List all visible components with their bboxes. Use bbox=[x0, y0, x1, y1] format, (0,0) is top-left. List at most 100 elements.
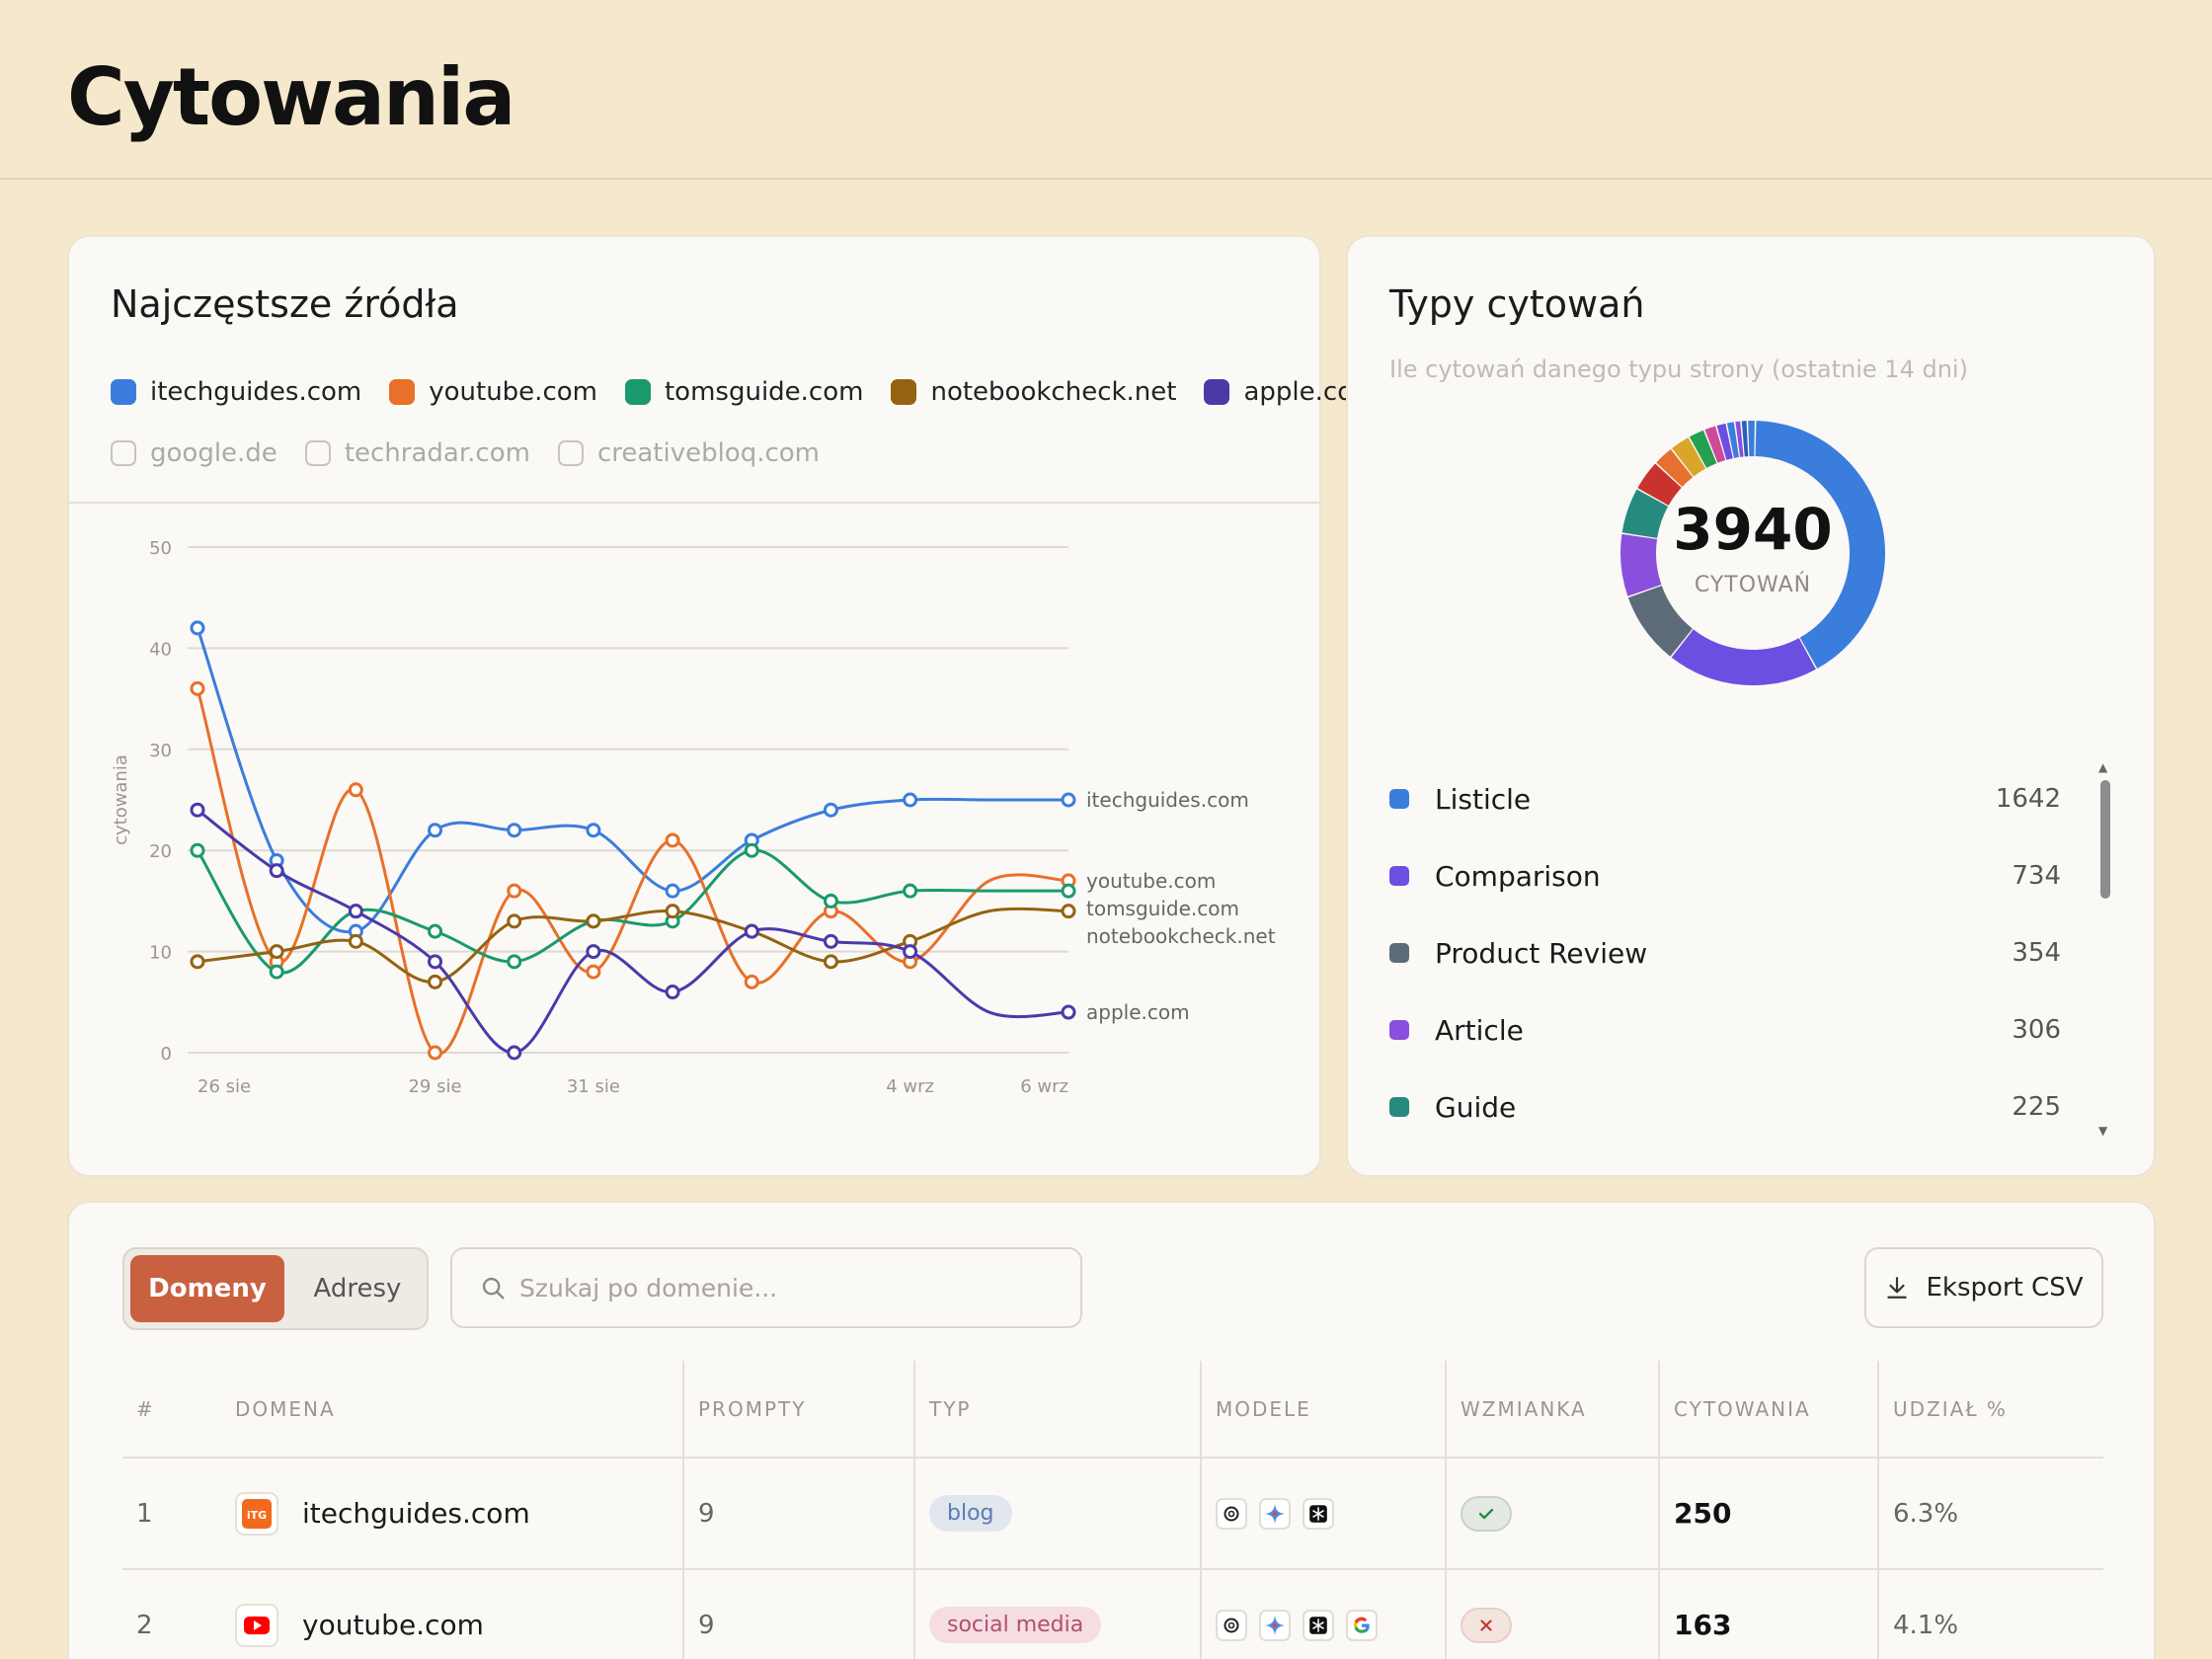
data-point-itechguides-com[interactable] bbox=[586, 823, 601, 838]
tab-addresses[interactable]: Adresy bbox=[313, 1274, 402, 1304]
donut-segment[interactable] bbox=[1637, 463, 1683, 507]
data-point-youtube-com[interactable] bbox=[744, 974, 759, 989]
legend-item-youtube[interactable]: youtube.com bbox=[389, 377, 597, 407]
data-point-notebookcheck-net[interactable] bbox=[269, 944, 284, 960]
col-citations[interactable]: CYTOWANIA bbox=[1658, 1361, 1878, 1459]
col-domain[interactable]: DOMENA bbox=[221, 1361, 683, 1459]
data-point-notebookcheck-net[interactable] bbox=[428, 974, 443, 989]
donut-segment[interactable] bbox=[1620, 533, 1662, 596]
data-point-itechguides-com[interactable] bbox=[190, 620, 205, 636]
type-item-guide[interactable]: Guide 225 bbox=[1389, 1068, 2061, 1146]
legend-item-tomsguide[interactable]: tomsguide.com bbox=[624, 377, 863, 407]
data-point-itechguides-com[interactable] bbox=[428, 823, 443, 838]
legend-item-notebookcheck[interactable]: notebookcheck.net bbox=[891, 377, 1176, 407]
data-point-itechguides-com[interactable] bbox=[823, 802, 838, 818]
donut-segment[interactable] bbox=[1656, 448, 1694, 488]
type-item-listicle[interactable]: Listicle 1642 bbox=[1389, 760, 2061, 837]
row-share: 6.3% bbox=[1877, 1458, 2103, 1570]
col-prompts[interactable]: PROMPTY bbox=[682, 1361, 914, 1459]
y-tick-label: 30 bbox=[149, 741, 172, 761]
data-point-apple-com[interactable] bbox=[823, 933, 838, 949]
scroll-down-arrow-icon[interactable]: ▼ bbox=[2098, 1124, 2108, 1138]
donut-segment[interactable] bbox=[1716, 423, 1733, 460]
data-point-notebookcheck-net[interactable] bbox=[190, 954, 205, 970]
data-point-tomsguide-com[interactable] bbox=[744, 842, 759, 858]
legend-item-google-de[interactable]: google.de bbox=[111, 438, 277, 468]
data-point-tomsguide-com[interactable] bbox=[269, 964, 284, 980]
domain-name[interactable]: youtube.com bbox=[302, 1609, 484, 1641]
legend-item-creativebloq[interactable]: creativebloq.com bbox=[557, 438, 820, 468]
type-name: Product Review bbox=[1435, 936, 1648, 970]
row-prompts: 9 bbox=[682, 1458, 914, 1570]
legend-item-techradar[interactable]: techradar.com bbox=[304, 438, 530, 468]
data-point-notebookcheck-net[interactable] bbox=[586, 913, 601, 929]
data-point-notebookcheck-net[interactable] bbox=[823, 954, 838, 970]
type-value: 225 bbox=[2012, 1092, 2061, 1122]
perplexity-icon bbox=[1303, 1609, 1334, 1641]
type-value: 306 bbox=[2012, 1015, 2061, 1045]
data-point-tomsguide-com[interactable] bbox=[507, 954, 522, 970]
data-point-tomsguide-com[interactable] bbox=[823, 893, 838, 908]
data-point-itechguides-com[interactable] bbox=[1061, 792, 1076, 808]
data-point-apple-com[interactable] bbox=[586, 944, 601, 960]
sources-line-chart: 0 10 20 30 40 50 cytowania 26 sie 29 sie 31 sie 4 … bbox=[111, 538, 1276, 1097]
data-point-youtube-com[interactable] bbox=[665, 832, 680, 848]
data-point-youtube-com[interactable] bbox=[507, 883, 522, 899]
data-point-apple-com[interactable] bbox=[665, 985, 680, 1000]
col-mention[interactable]: WZMIANKA bbox=[1445, 1361, 1659, 1459]
legend-swatch bbox=[1204, 379, 1230, 405]
data-point-notebookcheck-net[interactable] bbox=[348, 933, 363, 949]
type-item-comparison[interactable]: Comparison 734 bbox=[1389, 837, 2061, 914]
table-row[interactable]: 2 youtube.com 9 social media bbox=[122, 1569, 2103, 1659]
donut-segment[interactable] bbox=[1627, 585, 1694, 657]
row-domain-cell: iTG itechguides.com bbox=[221, 1458, 683, 1570]
donut-segment[interactable] bbox=[1621, 489, 1669, 539]
data-point-apple-com[interactable] bbox=[903, 944, 918, 960]
download-icon bbox=[1887, 1277, 1908, 1299]
data-point-notebookcheck-net[interactable] bbox=[665, 904, 680, 919]
row-rank: 2 bbox=[122, 1569, 221, 1659]
series-end-label: notebookcheck.net bbox=[1086, 924, 1276, 948]
type-item-product-review[interactable]: Product Review 354 bbox=[1389, 914, 2061, 991]
scroll-up-arrow-icon[interactable]: ▲ bbox=[2098, 760, 2108, 774]
donut-segment[interactable] bbox=[1672, 437, 1706, 477]
data-point-apple-com[interactable] bbox=[190, 802, 205, 818]
data-point-apple-com[interactable] bbox=[269, 863, 284, 879]
col-type[interactable]: TYP bbox=[913, 1361, 1201, 1459]
data-point-notebookcheck-net[interactable] bbox=[1061, 904, 1076, 919]
domain-name[interactable]: itechguides.com bbox=[302, 1497, 530, 1530]
data-point-apple-com[interactable] bbox=[348, 904, 363, 919]
divider bbox=[69, 502, 1319, 504]
data-point-itechguides-com[interactable] bbox=[665, 883, 680, 899]
export-csv-button[interactable]: Eksport CSV bbox=[1864, 1247, 2103, 1328]
data-point-tomsguide-com[interactable] bbox=[190, 842, 205, 858]
donut-segment[interactable] bbox=[1671, 628, 1816, 685]
donut-segment[interactable] bbox=[1755, 421, 1885, 669]
data-point-tomsguide-com[interactable] bbox=[428, 923, 443, 939]
donut-segment[interactable] bbox=[1689, 430, 1717, 469]
tab-domains[interactable]: Domeny bbox=[130, 1255, 284, 1322]
data-point-apple-com[interactable] bbox=[1061, 1004, 1076, 1020]
type-item-article[interactable]: Article 306 bbox=[1389, 991, 2061, 1068]
search-input[interactable] bbox=[519, 1263, 1053, 1312]
col-share[interactable]: UDZIAŁ % bbox=[1877, 1361, 2103, 1459]
data-point-youtube-com[interactable] bbox=[190, 680, 205, 696]
legend-item-itechguides[interactable]: itechguides.com bbox=[111, 377, 361, 407]
data-point-notebookcheck-net[interactable] bbox=[507, 913, 522, 929]
data-point-apple-com[interactable] bbox=[744, 923, 759, 939]
data-point-youtube-com[interactable] bbox=[428, 1045, 443, 1061]
data-point-itechguides-com[interactable] bbox=[507, 823, 522, 838]
data-point-youtube-com[interactable] bbox=[586, 964, 601, 980]
data-point-apple-com[interactable] bbox=[428, 954, 443, 970]
table-row[interactable]: 1 iTG itechguides.com 9 blog bbox=[122, 1458, 2103, 1570]
donut-segment[interactable] bbox=[1704, 426, 1726, 463]
gemini-icon bbox=[1259, 1609, 1291, 1641]
data-point-itechguides-com[interactable] bbox=[903, 792, 918, 808]
data-point-youtube-com[interactable] bbox=[348, 782, 363, 798]
data-point-tomsguide-com[interactable] bbox=[903, 883, 918, 899]
export-label: Eksport CSV bbox=[1926, 1273, 2084, 1303]
donut-segment[interactable] bbox=[1726, 422, 1740, 458]
data-point-tomsguide-com[interactable] bbox=[1061, 883, 1076, 899]
data-point-apple-com[interactable] bbox=[507, 1045, 522, 1061]
types-scrollbar[interactable] bbox=[2100, 780, 2110, 899]
